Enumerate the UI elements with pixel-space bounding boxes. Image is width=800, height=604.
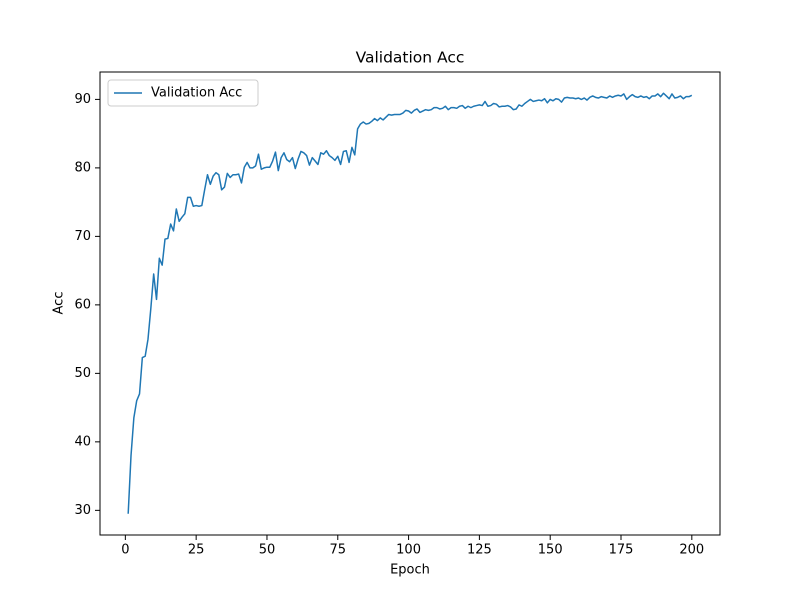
y-tick-label: 80	[74, 160, 91, 175]
x-tick-label: 75	[330, 543, 347, 558]
plot-frame	[99, 71, 721, 536]
x-axis-label: Epoch	[390, 563, 430, 578]
x-tick-label: 0	[121, 543, 129, 558]
x-tick-label: 100	[396, 543, 421, 558]
y-axis-label: Acc	[52, 292, 67, 315]
chart-title: Validation Acc	[356, 49, 465, 67]
y-tick-label: 60	[74, 297, 91, 312]
data-line	[127, 92, 693, 514]
y-tick-label: 50	[74, 366, 91, 381]
y-tick-label: 90	[74, 92, 91, 107]
legend-box	[107, 79, 259, 107]
x-tick-label: 50	[259, 543, 276, 558]
legend-label: Validation Acc	[151, 86, 242, 101]
x-tick-label: 200	[679, 543, 704, 558]
y-tick-label: 70	[74, 229, 91, 244]
x-tick-label: 25	[188, 543, 205, 558]
x-tick-label: 150	[538, 543, 563, 558]
x-tick-label: 175	[609, 543, 634, 558]
x-tick-label: 125	[467, 543, 492, 558]
y-tick-label: 30	[74, 503, 91, 518]
y-tick-label: 40	[74, 434, 91, 449]
